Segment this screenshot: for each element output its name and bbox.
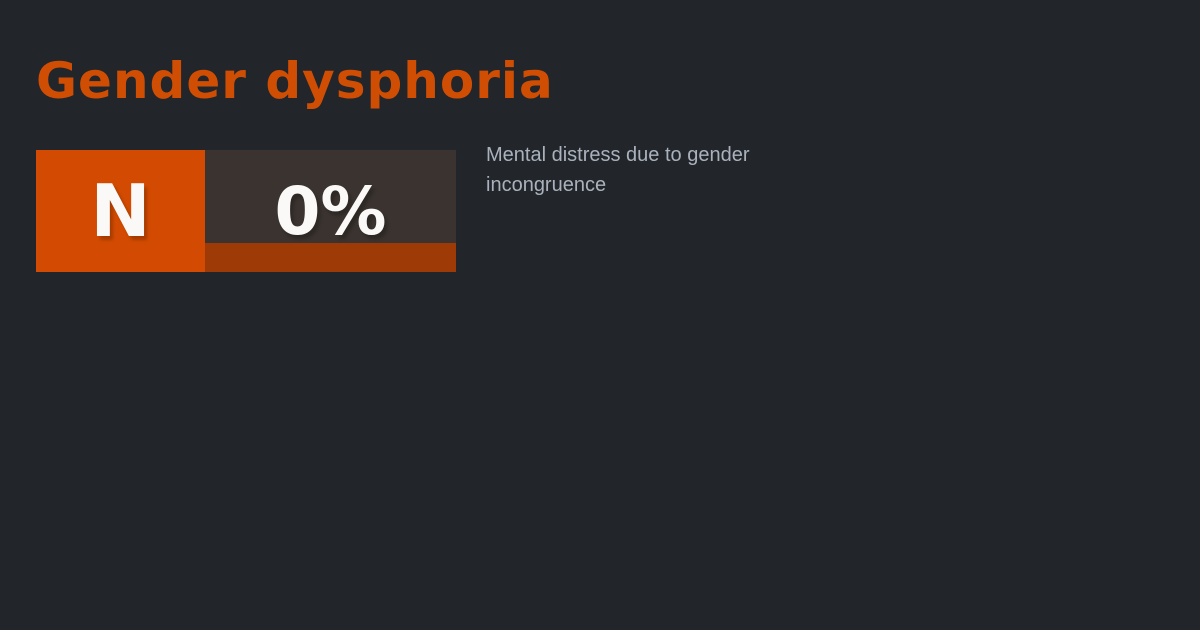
description-text: Mental distress due to gender incongruen… [486,144,750,196]
badge-percent-value: 0% [274,172,387,250]
badge-percent-cell: 0% [205,150,456,272]
badge-category-cell: N [36,150,205,272]
badge-progress-bar [205,243,456,272]
score-badge: N 0% [36,150,456,272]
page-title: Gender dysphoria [36,52,554,110]
badge-category-letter: N [90,169,151,253]
